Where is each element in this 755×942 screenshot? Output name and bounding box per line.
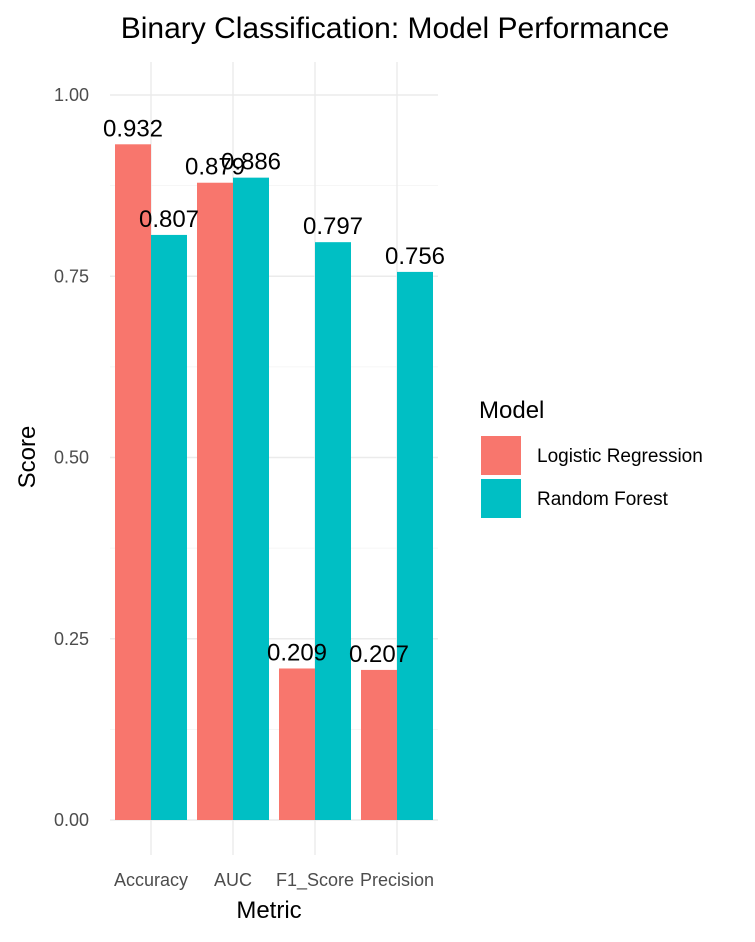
data-label: 0.756 bbox=[385, 243, 445, 270]
legend-key bbox=[481, 479, 521, 518]
legend-title: Model bbox=[479, 397, 544, 424]
bar-random-forest-accuracy bbox=[151, 234, 187, 821]
legend-label: Random Forest bbox=[537, 489, 669, 510]
bar-logistic-regression-auc bbox=[197, 182, 233, 821]
data-label: 0.886 bbox=[221, 149, 281, 176]
x-axis-ticks: Accuracy AUC F1_Score Precision bbox=[114, 870, 434, 891]
x-tick-label: Accuracy bbox=[114, 870, 188, 890]
bars bbox=[115, 144, 433, 821]
data-label: 0.209 bbox=[267, 639, 327, 666]
bar-logistic-regression-accuracy bbox=[115, 144, 151, 821]
data-label: 0.207 bbox=[349, 641, 409, 668]
bar-random-forest-precision bbox=[397, 271, 433, 820]
y-tick-label: 0.00 bbox=[54, 810, 89, 830]
x-axis-title: Metric bbox=[236, 897, 301, 924]
y-tick-label: 0.75 bbox=[54, 266, 89, 286]
data-label: 0.797 bbox=[303, 213, 363, 240]
data-label: 0.932 bbox=[103, 115, 163, 142]
y-tick-label: 0.50 bbox=[54, 448, 89, 468]
legend-items: Logistic Regression Random Forest bbox=[481, 436, 703, 518]
bar-random-forest-f1_score bbox=[315, 242, 351, 821]
y-tick-label: 1.00 bbox=[54, 85, 89, 105]
y-axis-ticks: 0.00 0.25 0.50 0.75 1.00 bbox=[54, 85, 89, 830]
legend-key bbox=[481, 436, 521, 475]
x-tick-label: AUC bbox=[214, 870, 252, 890]
bar-logistic-regression-f1_score bbox=[279, 668, 315, 820]
legend-label: Logistic Regression bbox=[537, 446, 703, 467]
y-axis-title: Score bbox=[14, 426, 41, 489]
chart-title: Binary Classification: Model Performance bbox=[121, 12, 670, 45]
bar-random-forest-auc bbox=[233, 177, 269, 820]
data-label: 0.807 bbox=[139, 206, 199, 233]
legend: Model Logistic Regression Random Forest bbox=[479, 397, 703, 518]
x-tick-label: F1_Score bbox=[276, 870, 354, 891]
bar-logistic-regression-precision bbox=[361, 669, 397, 820]
data-label: 0.879 bbox=[185, 154, 245, 181]
x-tick-label: Precision bbox=[360, 870, 434, 890]
y-tick-label: 0.25 bbox=[54, 629, 89, 649]
